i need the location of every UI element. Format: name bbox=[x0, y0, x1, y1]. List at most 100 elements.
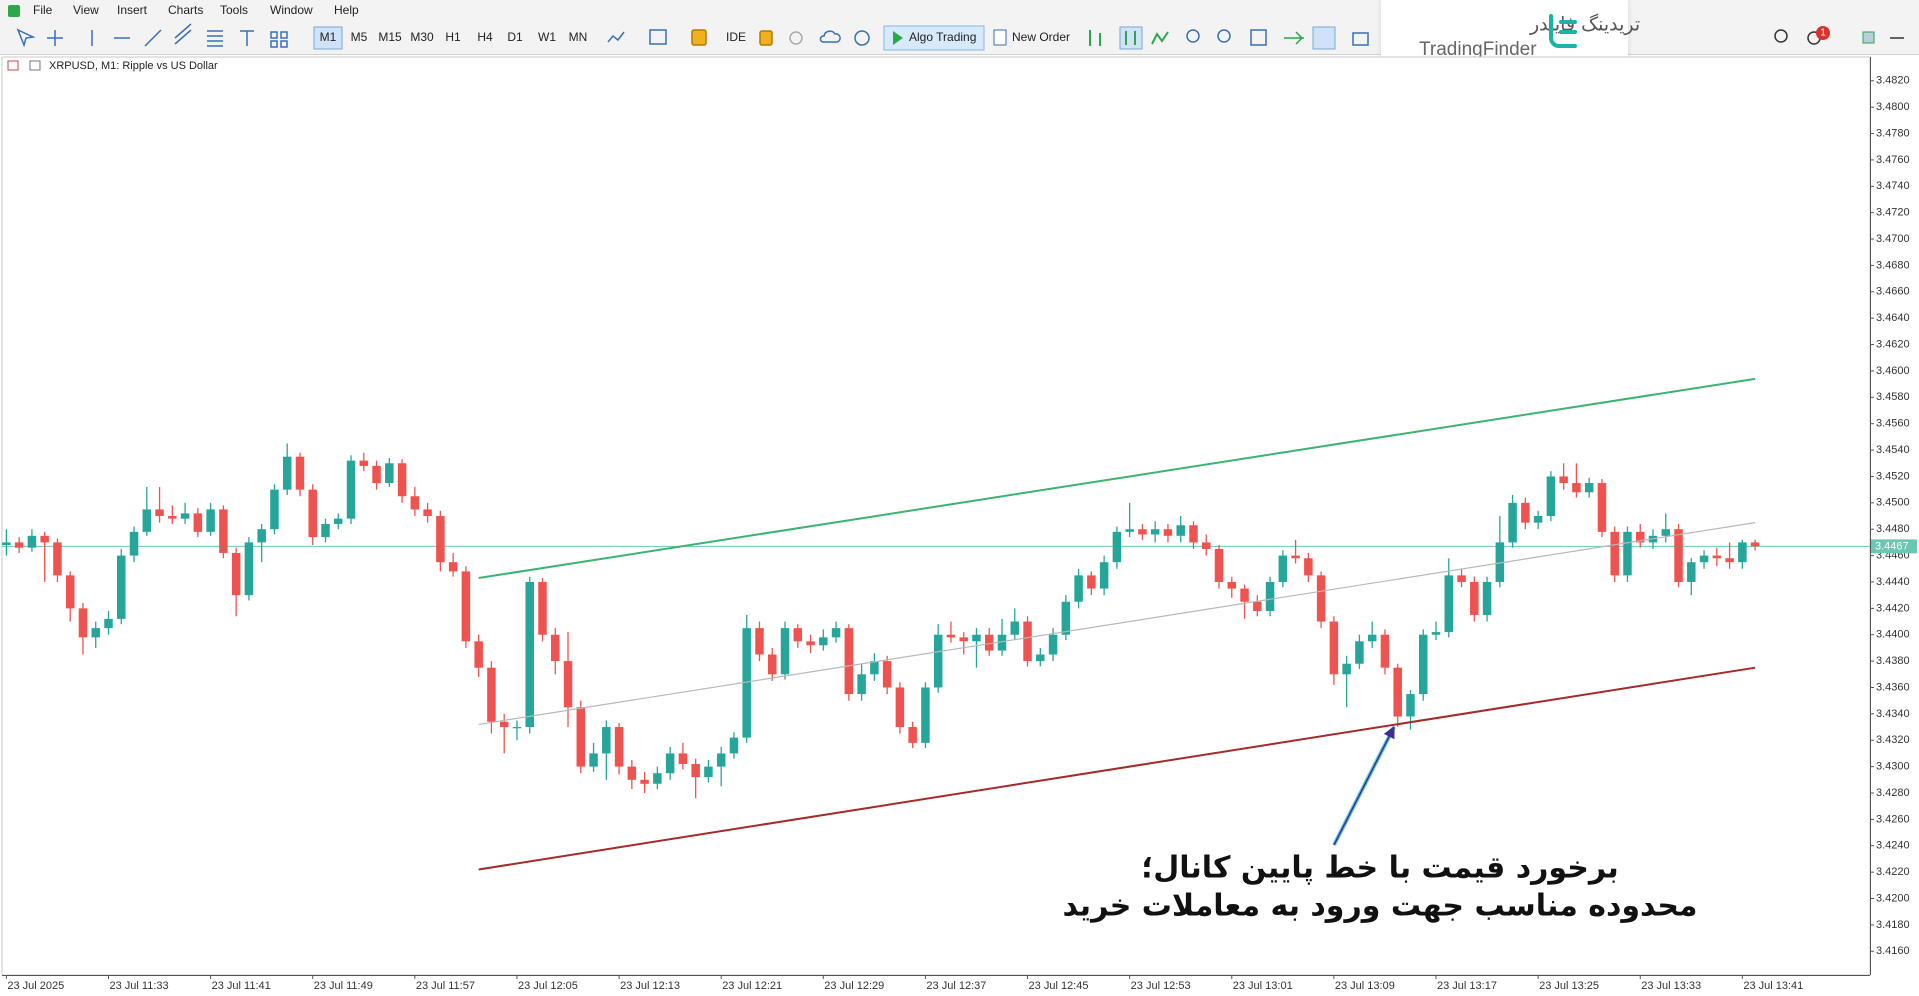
candle-body bbox=[244, 542, 254, 596]
fibo-tool[interactable] bbox=[207, 30, 223, 47]
candle-body bbox=[487, 667, 496, 722]
screenshot-button[interactable] bbox=[1352, 32, 1369, 46]
autoscroll-button[interactable] bbox=[1284, 31, 1304, 45]
candle-body bbox=[1163, 529, 1173, 536]
y-tick-label: 3.4660 bbox=[1876, 286, 1910, 298]
algo-trading-button[interactable]: Algo Trading bbox=[909, 30, 976, 44]
candle-body bbox=[1023, 621, 1032, 662]
ide-button[interactable]: IDE bbox=[726, 30, 746, 44]
candle-body bbox=[538, 581, 547, 635]
candle-body bbox=[359, 460, 369, 466]
signal-button[interactable] bbox=[789, 31, 803, 45]
candle-body bbox=[129, 531, 139, 556]
templates-button[interactable] bbox=[649, 29, 667, 45]
candle-body bbox=[691, 763, 700, 778]
candle-body bbox=[117, 555, 126, 619]
services-button[interactable] bbox=[854, 30, 870, 46]
candle-body bbox=[653, 773, 662, 784]
chart-tools bbox=[607, 29, 870, 46]
y-tick-label: 3.4200 bbox=[1876, 892, 1910, 904]
shapes-tool[interactable] bbox=[270, 31, 288, 48]
candle-body bbox=[1661, 529, 1671, 536]
search-button[interactable] bbox=[1774, 29, 1788, 43]
candle-body bbox=[180, 513, 190, 519]
y-tick-label: 3.4300 bbox=[1876, 761, 1910, 773]
candles-button[interactable] bbox=[1119, 26, 1143, 50]
menu-item[interactable]: Tools bbox=[220, 3, 248, 17]
shift-button[interactable] bbox=[1312, 26, 1336, 50]
candle-body bbox=[321, 523, 330, 538]
menu-item[interactable]: Window bbox=[270, 3, 313, 17]
timeframe[interactable]: M1 bbox=[320, 30, 337, 44]
zoom-out-button[interactable] bbox=[1217, 29, 1231, 43]
candle-body bbox=[1138, 529, 1147, 535]
candle-body bbox=[334, 518, 343, 524]
candle-body bbox=[270, 489, 279, 530]
menu-item[interactable]: File bbox=[33, 3, 53, 17]
y-tick-label: 3.4320 bbox=[1876, 734, 1910, 746]
timeframe[interactable]: W1 bbox=[538, 30, 556, 44]
candle-body bbox=[1623, 531, 1632, 576]
y-tick-label: 3.4820 bbox=[1876, 75, 1910, 87]
candle-body bbox=[1750, 542, 1760, 547]
candle-body bbox=[1150, 529, 1160, 535]
candle-body bbox=[755, 628, 764, 655]
channel-line bbox=[478, 522, 1756, 726]
indicators-button[interactable] bbox=[607, 31, 625, 43]
lock-button[interactable] bbox=[759, 30, 773, 46]
y-tick-label: 3.4440 bbox=[1876, 576, 1910, 588]
candle-body bbox=[1418, 634, 1428, 695]
candle-body bbox=[372, 465, 381, 484]
candle-body bbox=[346, 460, 356, 519]
candle-body bbox=[1597, 483, 1607, 532]
candle-body bbox=[1099, 562, 1109, 589]
crosshair-tool[interactable] bbox=[47, 30, 63, 46]
y-tick-label: 3.4680 bbox=[1876, 259, 1910, 271]
zoom-in-button[interactable] bbox=[1186, 29, 1200, 43]
candle-body bbox=[1699, 555, 1709, 563]
algo-trading-icon bbox=[893, 31, 903, 45]
timeframe[interactable]: M15 bbox=[378, 30, 402, 44]
candle-body bbox=[1074, 575, 1083, 602]
channel-tool[interactable] bbox=[174, 23, 192, 45]
current-price-label: 3.4467 bbox=[1875, 540, 1909, 552]
zoom-tools bbox=[1186, 26, 1369, 50]
menu-item[interactable]: Insert bbox=[117, 3, 148, 17]
market-button[interactable] bbox=[691, 29, 707, 46]
x-tick-label: 23 Jul 11:49 bbox=[314, 980, 373, 992]
line-button[interactable] bbox=[1151, 31, 1169, 45]
menu-item[interactable]: Help bbox=[334, 3, 359, 17]
timeframe[interactable]: D1 bbox=[507, 30, 523, 44]
menu-item[interactable]: View bbox=[73, 3, 99, 17]
candle-body bbox=[1125, 529, 1134, 532]
y-tick-label: 3.4600 bbox=[1876, 365, 1910, 377]
y-tick-label: 3.4500 bbox=[1876, 497, 1910, 509]
timeframe[interactable]: H1 bbox=[445, 30, 461, 44]
drawing-tools bbox=[16, 23, 288, 48]
candle-body bbox=[436, 516, 445, 563]
trendline-tool[interactable] bbox=[144, 29, 162, 47]
candle-body bbox=[1495, 542, 1505, 582]
new-order-button[interactable]: New Order bbox=[1012, 30, 1070, 44]
x-tick-label: 23 Jul 12:53 bbox=[1131, 980, 1191, 992]
timeframe[interactable]: MN bbox=[569, 30, 588, 44]
menu-item[interactable]: Charts bbox=[168, 3, 203, 17]
timeframe[interactable]: H4 bbox=[477, 30, 493, 44]
y-tick-label: 3.4360 bbox=[1876, 681, 1910, 693]
tile-button[interactable] bbox=[1250, 29, 1267, 46]
y-tick-label: 3.4520 bbox=[1876, 470, 1910, 482]
candle-body bbox=[231, 552, 241, 596]
watermark-latin: TradingFinder bbox=[1419, 39, 1537, 60]
text-tool[interactable] bbox=[240, 30, 254, 46]
timeframe[interactable]: M30 bbox=[410, 30, 434, 44]
candle-body bbox=[742, 628, 751, 738]
candle-body bbox=[1546, 476, 1556, 517]
bars-button[interactable] bbox=[1089, 30, 1101, 46]
y-tick-label: 3.4480 bbox=[1876, 523, 1910, 535]
y-tick-label: 3.4260 bbox=[1876, 813, 1910, 825]
chart-area bbox=[1, 56, 1871, 976]
timeframe[interactable]: M5 bbox=[351, 30, 368, 44]
vps-button[interactable] bbox=[819, 30, 841, 43]
cursor-tool[interactable] bbox=[16, 28, 36, 48]
